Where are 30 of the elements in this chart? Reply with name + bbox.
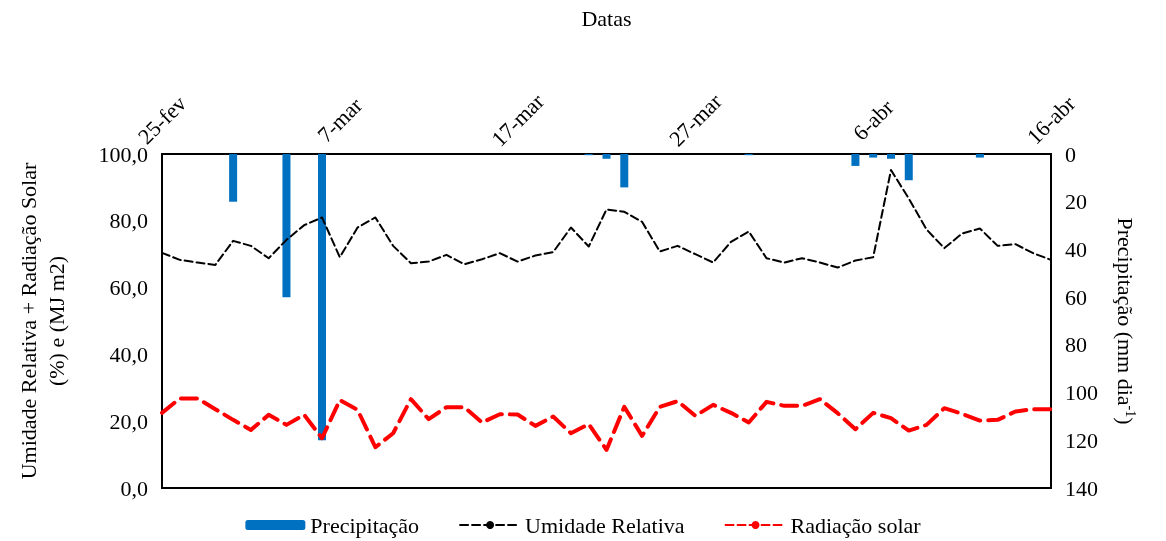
legend-label: Precipitação — [310, 512, 420, 538]
y2-tick-label: 20 — [1065, 189, 1087, 215]
y2-tick-label: 80 — [1065, 332, 1087, 358]
y2-tick-label: 140 — [1065, 475, 1098, 501]
bar — [886, 154, 895, 159]
bar — [975, 154, 984, 158]
bar — [318, 154, 327, 441]
y2-tick-label: 120 — [1065, 427, 1098, 453]
x-axis-title: Datas — [581, 5, 632, 31]
bar — [869, 154, 878, 158]
y-axis-title: Umidade Relativa + Radiação Solar (%) e (MJ m2) — [15, 162, 69, 480]
bar — [620, 154, 629, 188]
y-tick-label: 20,0 — [109, 408, 148, 434]
y2-tick-label: 40 — [1065, 236, 1087, 262]
y-tick-label: 40,0 — [109, 341, 148, 367]
legend-label: Radiação solar — [790, 512, 922, 538]
bar — [229, 154, 238, 202]
bar — [282, 154, 291, 298]
y2-tick-label: 60 — [1065, 284, 1087, 310]
legend-label: Umidade Relativa — [525, 512, 685, 538]
bar — [602, 154, 611, 159]
y-tick-label: 0,0 — [120, 475, 148, 501]
bar — [904, 154, 913, 181]
bar — [851, 154, 860, 166]
y2-tick-label: 100 — [1065, 380, 1098, 406]
x-tick-label: 6-abr — [847, 94, 899, 146]
y2-axis-title: Precipitação (mm dia-1) — [1112, 217, 1138, 425]
y-tick-label: 80,0 — [109, 208, 148, 234]
y-tick-label: 60,0 — [109, 275, 148, 301]
y2-tick-label: 0 — [1065, 141, 1076, 167]
